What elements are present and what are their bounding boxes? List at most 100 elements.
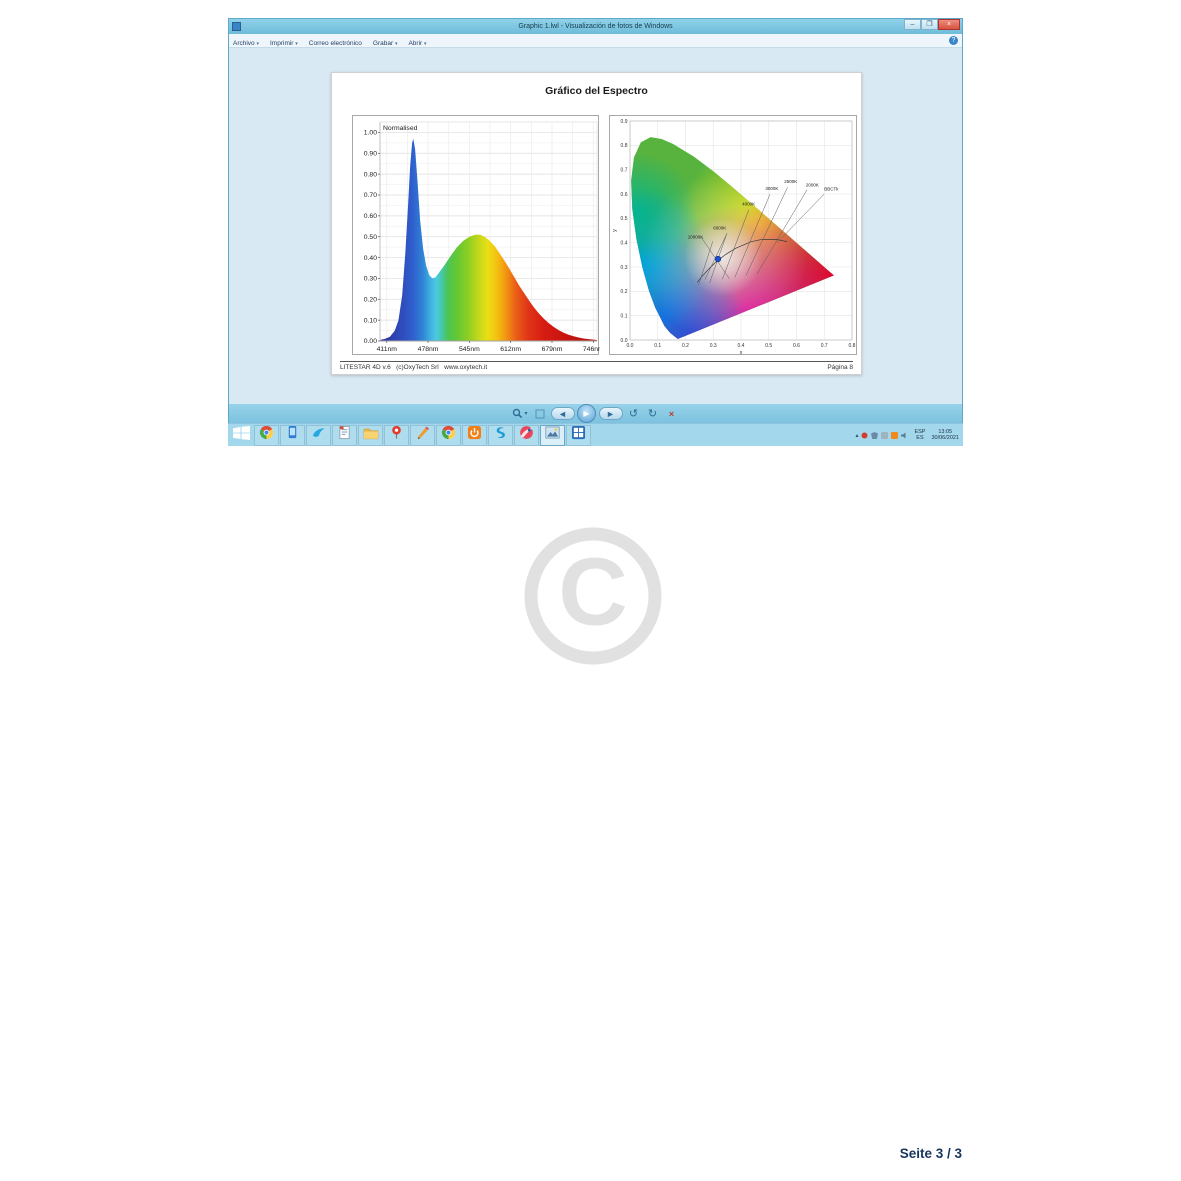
svg-text:0.1: 0.1 [621, 313, 628, 319]
svg-text:3000K: 3000K [765, 186, 778, 191]
svg-text:411nm: 411nm [377, 346, 398, 353]
rotate-cw-button[interactable]: ↻ [647, 408, 658, 420]
tray-icon-volume[interactable] [901, 432, 908, 439]
svg-text:0.7: 0.7 [821, 343, 828, 349]
footer-page-number: Página 8 [827, 364, 853, 371]
svg-text:0.40: 0.40 [364, 255, 377, 262]
page-counter: Seite 3 / 3 [899, 1146, 962, 1161]
svg-text:0.70: 0.70 [364, 192, 377, 199]
previous-button[interactable]: ◄ [550, 407, 575, 420]
maximize-button[interactable]: ❐ [921, 19, 938, 30]
chrome-icon [259, 425, 274, 445]
app-icon [232, 22, 241, 31]
tiles-icon [571, 425, 586, 445]
bird-icon [311, 425, 326, 445]
language-indicator[interactable]: ESP ES [914, 429, 926, 441]
charts-row: 0.00 0.10 0.20 0.30 0.40 0.50 0.60 0.70 0.80 0.90… [332, 115, 863, 356]
start-button[interactable] [228, 424, 254, 446]
svg-text:0.6: 0.6 [621, 192, 628, 198]
folder-icon [363, 426, 379, 445]
copyright-watermark-icon: C [524, 527, 662, 665]
pin-icon [389, 425, 404, 445]
maps-app[interactable] [384, 424, 409, 446]
menu-archivo[interactable]: Archivo ▾ [233, 39, 259, 47]
swirl-icon [493, 425, 508, 445]
svg-text:746nm: 746nm [583, 346, 600, 353]
tray-icon-red[interactable] [861, 432, 868, 439]
svg-text:0.5: 0.5 [621, 216, 628, 222]
system-tray: ▴ ESP ES 13:05 30/06/2021 [855, 424, 963, 446]
tray-icon-orange[interactable] [891, 431, 899, 439]
svg-text:545nm: 545nm [459, 346, 480, 353]
svg-text:0.8: 0.8 [621, 143, 628, 149]
svg-text:0.3: 0.3 [710, 343, 717, 349]
document-page: Gráfico del Espectro 0.00 0.10 0.20 0.30 0.4… [331, 72, 862, 375]
window-title: Graphic 1.lwl - Visualización de fotos d… [518, 23, 673, 30]
svg-text:0.4: 0.4 [738, 343, 745, 349]
svg-text:0.4: 0.4 [621, 240, 628, 246]
svg-text:4000K: 4000K [742, 202, 755, 207]
actual-size-button[interactable] [532, 407, 548, 420]
svg-text:BBCTk: BBCTk [824, 187, 839, 192]
close-button[interactable]: × [938, 19, 960, 30]
svg-text:1.00: 1.00 [364, 130, 377, 137]
svg-text:0.30: 0.30 [364, 276, 377, 283]
phone-app[interactable] [280, 424, 305, 446]
photo-viewer[interactable] [540, 424, 565, 446]
chrome-icon [441, 425, 456, 445]
titlebar: Graphic 1.lwl - Visualización de fotos d… [229, 19, 962, 34]
phone-icon [285, 425, 300, 445]
svg-text:0.60: 0.60 [364, 213, 377, 220]
photo-icon [545, 426, 560, 444]
svg-text:478nm: 478nm [418, 346, 439, 353]
actual-size-icon [534, 408, 545, 419]
next-button[interactable]: ► [598, 407, 623, 420]
svg-text:0.50: 0.50 [364, 234, 377, 241]
help-icon[interactable]: ? [949, 36, 958, 45]
svg-text:0.5: 0.5 [765, 343, 772, 349]
messaging-app[interactable] [306, 424, 331, 446]
document-footer: LITESTAR 4D v.6 (c)OxyTech Srl www.oxyte… [340, 364, 853, 371]
rotate-ccw-button[interactable]: ↺ [628, 408, 639, 420]
svg-text:Normalised: Normalised [383, 125, 418, 132]
svg-text:10000K: 10000K [688, 234, 704, 239]
svg-text:x: x [740, 350, 743, 356]
tray-expand-icon[interactable]: ▴ [855, 432, 859, 439]
svg-text:0.0: 0.0 [621, 338, 628, 344]
magnifier-icon [513, 408, 523, 419]
svg-text:y: y [612, 229, 618, 232]
taskbar: ▴ ESP ES 13:05 30/06/2021 [228, 423, 963, 446]
media-app[interactable] [514, 424, 539, 446]
darts-icon [519, 425, 534, 445]
svg-text:0.7: 0.7 [621, 167, 628, 173]
play-slideshow-button[interactable]: ▶ [577, 404, 596, 423]
browser-2[interactable] [436, 424, 461, 446]
svg-text:0.3: 0.3 [621, 265, 628, 271]
windows-logo-icon [232, 425, 250, 445]
minimize-button[interactable]: – [904, 19, 921, 30]
editor-app[interactable] [410, 424, 435, 446]
tray-icon-gray[interactable] [881, 431, 889, 439]
chrome-browser[interactable] [254, 424, 279, 446]
svg-text:679nm: 679nm [542, 346, 563, 353]
skype-app[interactable] [488, 424, 513, 446]
power-app[interactable] [462, 424, 487, 446]
menu-imprimir[interactable]: Imprimir ▾ [270, 39, 298, 47]
document-app[interactable] [332, 424, 357, 446]
svg-text:0.1: 0.1 [654, 343, 661, 349]
menu-bar: Archivo ▾ Imprimir ▾ Correo electrónico Gra… [229, 34, 962, 48]
svg-text:0.20: 0.20 [364, 296, 377, 303]
office-app[interactable] [566, 424, 591, 446]
svg-text:2000K: 2000K [806, 183, 819, 188]
delete-button[interactable]: × [668, 408, 675, 419]
tray-icon-shield[interactable] [871, 431, 879, 439]
menu-correo[interactable]: Correo electrónico [308, 39, 362, 47]
svg-text:0.8: 0.8 [849, 343, 856, 349]
zoom-button[interactable]: ▾ [511, 407, 528, 420]
menu-grabar[interactable]: Grabar ▾ [372, 39, 398, 47]
menu-abrir[interactable]: Abrir ▾ [408, 39, 427, 47]
pencil-icon [415, 425, 430, 445]
file-explorer[interactable] [358, 424, 383, 446]
clock[interactable]: 13:05 30/06/2021 [931, 429, 959, 441]
